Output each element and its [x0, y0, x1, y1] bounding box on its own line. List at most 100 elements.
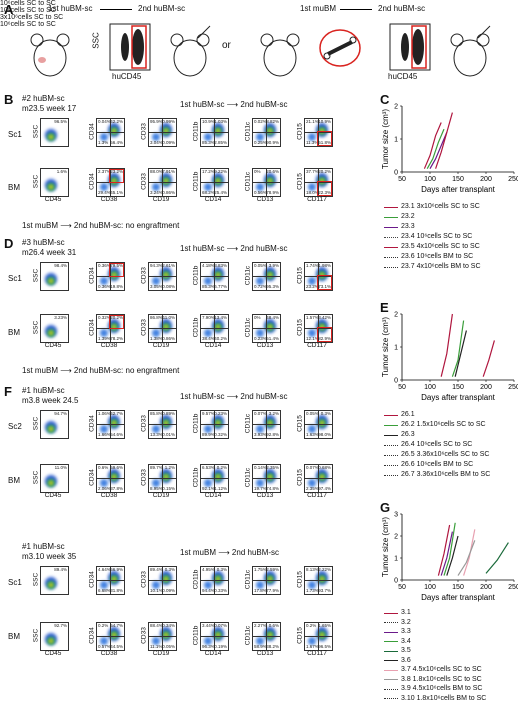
- legend-swatch: [384, 622, 398, 624]
- panel-a-hu-to: 2nd huBM-sc: [138, 4, 186, 13]
- axis-label-y: SSC: [32, 572, 40, 587]
- density-blob: [49, 135, 53, 139]
- highlight-gate: [109, 315, 124, 329]
- density-blob: [256, 637, 264, 645]
- axis-label-x: CD13: [256, 492, 274, 499]
- quadrant-percent: 11.0%: [162, 315, 175, 320]
- quadrant-line: [201, 276, 228, 277]
- panel-f-transfer2: 1st muBM ⟶ 2nd huBM-sc: [180, 548, 280, 557]
- axis-label-y: CD34: [88, 415, 96, 432]
- quadrant-percent: 0%: [254, 169, 261, 174]
- panel-b-transfer: 1st huBM-sc ⟶ 2nd huBM-sc: [180, 100, 288, 109]
- density-blob: [256, 133, 264, 141]
- quadrant-percent: 0.19%: [214, 643, 227, 649]
- legend-label: 26.3: [401, 431, 415, 438]
- axis-label-y: CD33: [140, 267, 148, 284]
- mouse-icon: [260, 33, 300, 77]
- legend-entry: 3.7 4.5x10⁶cells SC to SC: [384, 665, 518, 675]
- axis-label-y: CD34: [88, 173, 96, 190]
- quadrant-percent: 1.12%: [214, 485, 227, 491]
- panel-a-schematic-left: [30, 23, 211, 77]
- panel-label-a: A: [4, 2, 14, 17]
- bone-icon: [319, 29, 361, 67]
- quadrant-percent: 58.9%: [254, 643, 267, 649]
- quadrant-percent: 97.4%: [318, 485, 331, 491]
- legend-label: 26.5 3.36x10⁶cells SC to SC: [401, 451, 490, 458]
- x-tick-label: 250: [508, 584, 518, 591]
- quadrant-percent: 37.8%: [110, 485, 123, 491]
- quadrant-percent: 3.24%: [150, 189, 163, 195]
- axis-label-x: CD38: [100, 650, 118, 657]
- y-tick-label: 3: [394, 512, 398, 519]
- series-line-23-5: [435, 112, 453, 169]
- legend-label: 26.2 1.5x10⁶cells SC to SC: [401, 421, 486, 428]
- quadrant-percent: 94.3%: [150, 263, 163, 268]
- quadrant-percent: 2.59%: [266, 567, 279, 572]
- density-blob: [100, 183, 108, 191]
- legend-swatch: [384, 435, 398, 436]
- quadrant-percent: 11.3%: [306, 139, 319, 145]
- axis-label-y: CD34: [88, 319, 96, 336]
- axis-label-x: CD13: [256, 650, 274, 657]
- quadrant-percent: 20.2%: [110, 315, 123, 320]
- density-blob: [49, 481, 53, 485]
- legend-swatch: [384, 698, 398, 700]
- flow-plot: 89.7% 1.2% 8.95% 0.15%: [148, 464, 177, 493]
- density-blob: [320, 475, 324, 479]
- legend-swatch: [384, 227, 398, 228]
- quadrant-percent: 0.05%: [162, 643, 175, 649]
- panel-a-mu-from: 1st muBM: [300, 4, 337, 13]
- density-blob: [320, 633, 324, 637]
- quadrant-percent: 0.23%: [214, 411, 227, 416]
- density-blob: [308, 329, 316, 337]
- quadrant-percent: 89.9%: [202, 431, 215, 437]
- quadrant-line: [201, 132, 228, 133]
- panel-f-sample2: #1 huBM-sc: [22, 542, 65, 551]
- quadrant-percent: 21.1%: [306, 119, 319, 124]
- axis-label-x: CD19: [152, 492, 170, 499]
- axis-label-y: CD15: [296, 415, 304, 432]
- density-blob: [112, 475, 116, 479]
- quadrant-percent: 0.36%: [98, 263, 111, 268]
- x-axis-label: Days after transplant: [421, 593, 496, 602]
- quadrant-percent: 10.9%: [202, 119, 215, 124]
- legend-label: 3.10 1.8x10⁶cells BM to SC: [401, 694, 487, 702]
- panel-f-subtitle2: m3.10 week 35: [22, 552, 77, 561]
- panel-f-sample1: #1 huBM-sc: [22, 386, 65, 395]
- quadrant-percent: 22.3%: [318, 189, 331, 195]
- axis-label-y: SSC: [32, 124, 40, 139]
- highlight-gate: [317, 327, 332, 342]
- x-tick-label: 200: [480, 384, 492, 391]
- legend-swatch: [384, 641, 398, 643]
- axis-label-x: CD45: [44, 492, 62, 499]
- axis-label-y: CD33: [140, 469, 148, 486]
- quadrant-percent: 0.68%: [318, 465, 331, 470]
- axis-label-x: CD14: [204, 196, 222, 203]
- quadrant-percent: 2.61%: [162, 263, 175, 268]
- panel-b-sample: #2 huBM-sc: [22, 94, 65, 103]
- quadrant-percent: 89.7%: [150, 465, 163, 470]
- axis-label-y: CD11b: [192, 625, 200, 646]
- flow-plot: 1.74% 1.98% 23.2% 73.1%: [304, 262, 333, 291]
- legend-entry: 26.2 1.5x10⁶cells SC to SC: [384, 420, 518, 430]
- quadrant-percent: 4.95%: [202, 567, 215, 572]
- quadrant-percent: 0.15%: [162, 485, 175, 491]
- axis-label-x: CD14: [204, 492, 222, 499]
- density-blob: [164, 325, 168, 329]
- flow-plot: 1.06% 42.7% 1.66% 54.6%: [96, 410, 125, 439]
- flow-plot: 0.04% 42.2% 1.3% 56.4%: [96, 118, 125, 147]
- flow-plot: 4.18% 3.83% 85.3% 6.77%: [200, 262, 229, 291]
- quadrant-percent: 8.13%: [306, 567, 319, 572]
- quadrant-percent: 23.2%: [110, 169, 123, 174]
- density-blob: [268, 129, 272, 133]
- axis-label-y: CD34: [88, 469, 96, 486]
- quadrant-percent: 0.07%: [214, 623, 227, 628]
- axis-label-x: CD45: [44, 342, 62, 349]
- axis-label-y: CD33: [140, 173, 148, 190]
- legend-swatch: [384, 679, 398, 681]
- quadrant-percent: 0.2%: [306, 623, 317, 628]
- density-blob: [256, 329, 264, 337]
- gate-percent: 1.6%: [56, 169, 67, 174]
- legend-swatch: [384, 257, 398, 258]
- panel-label-c: C: [380, 92, 390, 107]
